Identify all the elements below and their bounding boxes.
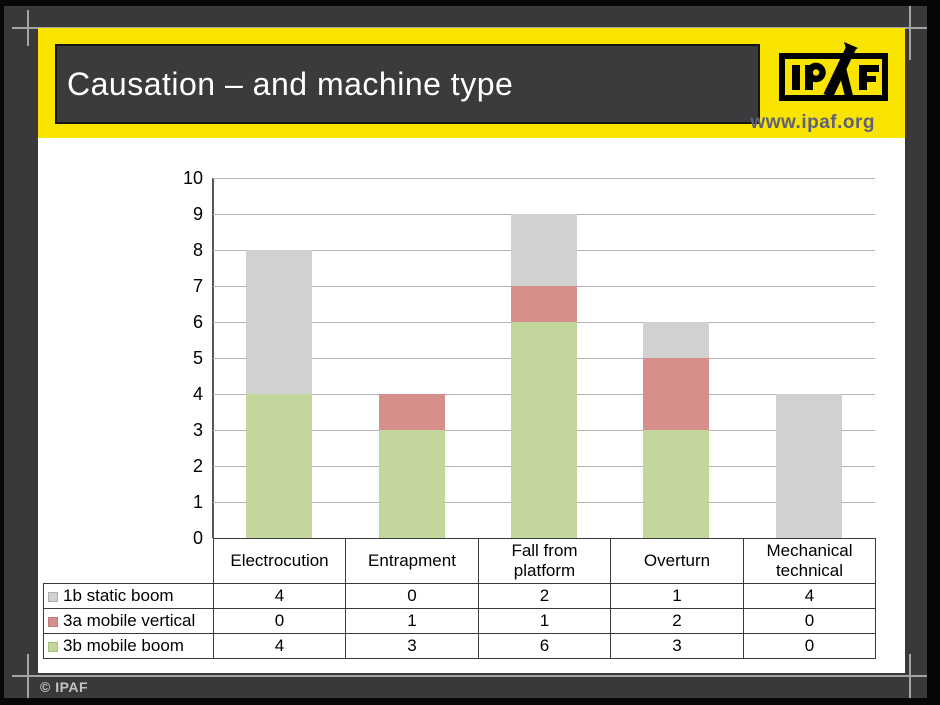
bar-segment	[378, 430, 445, 538]
table-header-cell: Overturn	[610, 538, 744, 584]
table-header-row: Electrocution Entrapment Fall from platfor…	[44, 538, 876, 584]
y-axis-tick-label: 6	[192, 312, 203, 332]
legend-key-icon	[48, 642, 58, 652]
table-value-cell: 3	[610, 633, 744, 659]
y-axis-tick-label: 9	[192, 204, 203, 224]
bar-segment	[511, 322, 577, 538]
table-value-cell: 1	[345, 608, 479, 634]
page-edge	[0, 698, 940, 705]
y-axis-tick-label: 1	[192, 492, 203, 512]
page-edge	[0, 0, 4, 705]
gridline	[213, 178, 875, 179]
bar-segment	[643, 358, 710, 430]
bar-segment	[511, 214, 577, 286]
chart: Electrocution Entrapment Fall from platfor…	[38, 28, 905, 673]
legend-cell: 1b static boom	[43, 583, 214, 609]
crop-mark-line	[909, 6, 911, 60]
page-edge	[927, 0, 940, 705]
y-axis-tick-label: 2	[192, 456, 203, 476]
bar-segment	[246, 250, 313, 394]
bar-segment	[246, 394, 313, 538]
y-axis-tick-label: 0	[192, 528, 203, 548]
slide-title: Causation – and machine type	[67, 65, 514, 102]
ipaf-logo-icon	[779, 42, 888, 101]
y-axis-tick-label: 7	[192, 276, 203, 296]
table-value-cell: 4	[213, 633, 346, 659]
slide: Causation – and machine type IPAF www.ip…	[38, 28, 905, 673]
table-value-cell: 2	[478, 583, 611, 609]
legend-label: 3b mobile boom	[63, 636, 184, 655]
crop-mark-line	[909, 654, 911, 702]
legend-label: 3a mobile vertical	[63, 611, 196, 630]
legend-label: 1b static boom	[63, 586, 174, 605]
chart-data-table: Electrocution Entrapment Fall from platfor…	[43, 538, 876, 659]
bar-segment	[378, 394, 445, 430]
table-value-cell: 1	[610, 583, 744, 609]
legend-cell: 3b mobile boom	[43, 633, 214, 659]
legend-key-icon	[48, 617, 58, 627]
bar-segment	[775, 394, 842, 538]
table-row: 3a mobile vertical 0 1 1 2 0	[43, 608, 876, 634]
table-row: 1b static boom 4 0 2 1 4	[43, 583, 876, 609]
table-header-cell: Fall from platform	[478, 538, 611, 584]
y-axis-tick-label: 4	[192, 384, 203, 404]
table-value-cell: 0	[345, 583, 479, 609]
table-value-cell: 2	[610, 608, 744, 634]
title-box: Causation – and machine type	[55, 44, 760, 124]
table-value-cell: 1	[478, 608, 611, 634]
y-axis-tick-label: 8	[192, 240, 203, 260]
footer-copyright: © IPAF	[40, 679, 89, 695]
crop-mark-line	[27, 654, 29, 698]
table-value-cell: 4	[743, 583, 876, 609]
crop-mark-line	[12, 675, 928, 677]
table-value-cell: 0	[213, 608, 346, 634]
table-value-cell: 6	[478, 633, 611, 659]
table-row: 3b mobile boom 4 3 6 3 0	[43, 633, 876, 659]
ipaf-website-url: www.ipaf.org	[750, 112, 875, 133]
page-edge	[0, 0, 940, 6]
title-banner: Causation – and machine type IPAF www.ip…	[38, 28, 905, 138]
table-header-cell: Electrocution	[213, 538, 346, 584]
y-axis-tick-label: 5	[192, 348, 203, 368]
bar-segment	[511, 286, 577, 322]
y-axis-tick-label: 3	[192, 420, 203, 440]
y-axis-tick-label: 10	[182, 168, 203, 188]
table-value-cell: 3	[345, 633, 479, 659]
bar-segment	[643, 322, 710, 358]
table-value-cell: 4	[213, 583, 346, 609]
table-value-cell: 0	[743, 608, 876, 634]
crop-mark-line	[27, 10, 29, 46]
table-value-cell: 0	[743, 633, 876, 659]
legend-key-icon	[48, 592, 58, 602]
table-header-cell: Entrapment	[345, 538, 479, 584]
legend-cell: 3a mobile vertical	[43, 608, 214, 634]
table-header-cell: Mechanical technical	[743, 538, 876, 584]
bar-segment	[643, 430, 710, 538]
